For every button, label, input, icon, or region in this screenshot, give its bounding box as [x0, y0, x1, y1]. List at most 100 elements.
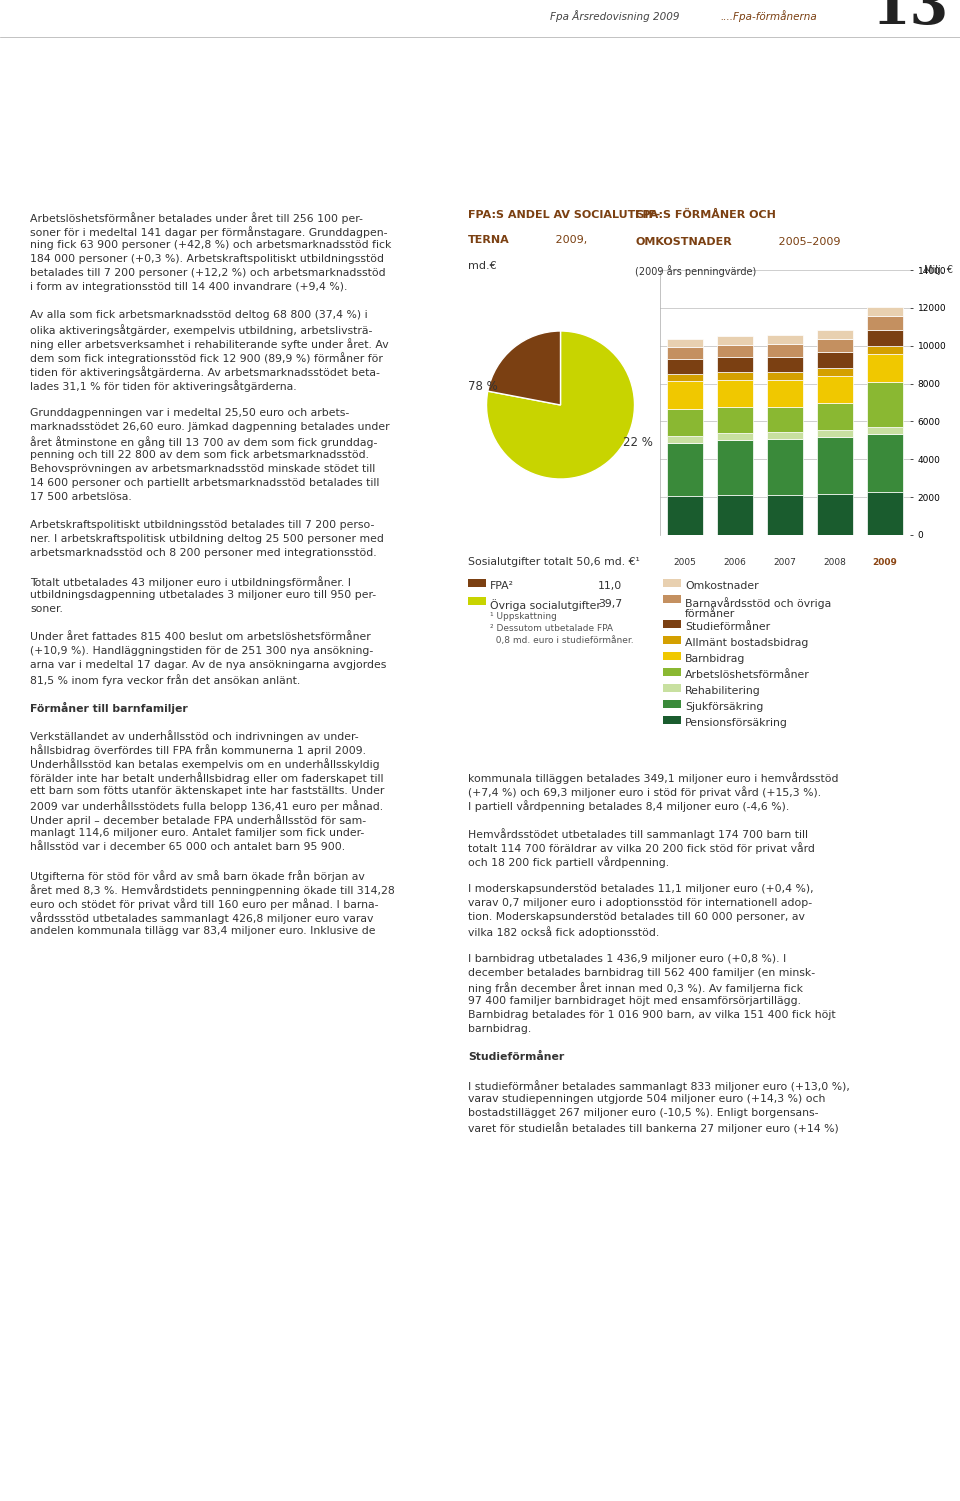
Text: förälder inte har betalt underhållsbidrag eller om faderskapet till: förälder inte har betalt underhållsbidra… [30, 772, 383, 784]
Text: I partiell vårdpenning betalades 8,4 miljoner euro (-4,6 %).: I partiell vårdpenning betalades 8,4 mil… [468, 800, 789, 812]
Bar [717, 440, 753, 495]
Bar [767, 432, 803, 438]
Bar [767, 357, 803, 372]
Bar [867, 308, 903, 317]
Bar [767, 438, 803, 495]
Text: 39,7: 39,7 [598, 599, 622, 609]
Text: 2008: 2008 [824, 558, 847, 567]
Text: Omkostnader: Omkostnader [685, 581, 758, 591]
Text: 0,8 md. euro i studieförmåner.: 0,8 md. euro i studieförmåner. [490, 636, 634, 645]
Text: Rehabilitering: Rehabilitering [685, 686, 760, 696]
Bar [767, 380, 803, 407]
Text: tion. Moderskapsunderstöd betalades till 60 000 personer, av: tion. Moderskapsunderstöd betalades till… [468, 913, 804, 922]
Text: Barnbidrag betalades för 1 016 900 barn, av vilka 151 400 fick höjt: Barnbidrag betalades för 1 016 900 barn,… [468, 1010, 835, 1021]
Text: Barnbidrag: Barnbidrag [685, 654, 745, 663]
Text: 22 %: 22 % [623, 435, 653, 449]
Text: 2007: 2007 [774, 558, 797, 567]
Text: ning eller arbetsverksamhet i rehabiliterande syfte under året. Av: ning eller arbetsverksamhet i rehabilite… [30, 338, 389, 350]
Text: dem som fick integrationsstöd fick 12 900 (89,9 %) förmåner för: dem som fick integrationsstöd fick 12 90… [30, 353, 383, 363]
Text: 2005–2009: 2005–2009 [775, 237, 840, 248]
Bar [767, 335, 803, 344]
Bar [667, 374, 703, 381]
Text: ner. I arbetskraftspolitisk utbildning deltog 25 500 personer med: ner. I arbetskraftspolitisk utbildning d… [30, 534, 384, 543]
FancyBboxPatch shape [468, 597, 486, 605]
Bar [817, 437, 853, 494]
Text: vårdssstöd utbetalades sammanlagt 426,8 miljoner euro varav: vårdssstöd utbetalades sammanlagt 426,8 … [30, 913, 373, 925]
Bar [667, 408, 703, 435]
Text: ning fick 63 900 personer (+42,8 %) och arbetsmarknadsstöd fick: ning fick 63 900 personer (+42,8 %) och … [30, 240, 392, 251]
Text: Sosialutgifter totalt 50,6 md. €¹: Sosialutgifter totalt 50,6 md. €¹ [468, 557, 639, 567]
Text: 2006: 2006 [724, 558, 747, 567]
Text: 81,5 % inom fyra veckor från det ansökan anlänt.: 81,5 % inom fyra veckor från det ansökan… [30, 674, 300, 686]
Text: Fpa Årsredovisning 2009: Fpa Årsredovisning 2009 [550, 11, 680, 23]
Bar [767, 407, 803, 432]
Text: Behovsprövningen av arbetsmarknadsstöd minskade stödet till: Behovsprövningen av arbetsmarknadsstöd m… [30, 464, 375, 474]
Text: I moderskapsunderstöd betalades 11,1 miljoner euro (+0,4 %),: I moderskapsunderstöd betalades 11,1 mil… [468, 884, 814, 895]
FancyBboxPatch shape [663, 684, 681, 692]
Text: arbetsmarknadsstöd och 8 200 personer med integrationsstöd.: arbetsmarknadsstöd och 8 200 personer me… [30, 548, 376, 558]
FancyBboxPatch shape [663, 668, 681, 675]
Text: FPA:S ANDEL AV SOCIALUTGIF-: FPA:S ANDEL AV SOCIALUTGIF- [468, 210, 660, 221]
FancyBboxPatch shape [663, 699, 681, 708]
Bar [867, 345, 903, 354]
Bar [667, 381, 703, 408]
Text: Barnavårdsstöd och övriga: Barnavårdsstöd och övriga [685, 597, 831, 609]
Text: md.€: md.€ [468, 261, 496, 272]
Bar [817, 368, 853, 375]
Wedge shape [488, 332, 561, 405]
Text: 184 000 personer (+0,3 %). Arbetskraftspolitiskt utbildningsstöd: 184 000 personer (+0,3 %). Arbetskraftsp… [30, 254, 384, 264]
Text: Arbetskraftspolitiskt utbildningsstöd betalades till 7 200 perso-: Arbetskraftspolitiskt utbildningsstöd be… [30, 519, 374, 530]
Bar [867, 426, 903, 434]
Text: året med 8,3 %. Hemvårdstidets penningpenning ökade till 314,28: året med 8,3 %. Hemvårdstidets penningpe… [30, 884, 395, 896]
Bar [817, 339, 853, 353]
FancyBboxPatch shape [663, 620, 681, 627]
Text: Av alla som fick arbetsmarknadsstöd deltog 68 800 (37,4 %) i: Av alla som fick arbetsmarknadsstöd delt… [30, 311, 368, 320]
Text: totalt 114 700 föräldrar av vilka 20 200 fick stöd för privat vård: totalt 114 700 föräldrar av vilka 20 200… [468, 842, 815, 854]
FancyBboxPatch shape [663, 716, 681, 723]
Text: 2009,: 2009, [552, 236, 588, 245]
Text: Milj. €: Milj. € [924, 266, 953, 275]
Bar [717, 357, 753, 372]
FancyBboxPatch shape [663, 636, 681, 644]
Bar [717, 380, 753, 407]
Text: Pensionsförsäkring: Pensionsförsäkring [685, 717, 788, 728]
Text: Studieförmåner: Studieförmåner [468, 1052, 564, 1063]
FancyBboxPatch shape [663, 651, 681, 660]
Bar [817, 494, 853, 534]
Text: Grunddagpenningen var i medeltal 25,50 euro och arbets-: Grunddagpenningen var i medeltal 25,50 e… [30, 408, 349, 417]
Text: ning från december året innan med 0,3 %). Av familjerna fick: ning från december året innan med 0,3 %)… [468, 982, 803, 994]
Text: förmåner: förmåner [685, 609, 735, 618]
Text: (2009 års penningvärde): (2009 års penningvärde) [635, 266, 756, 278]
Text: Sjukförsäkring: Sjukförsäkring [685, 702, 763, 711]
Text: penning och till 22 800 av dem som fick arbetsmarknadsstöd.: penning och till 22 800 av dem som fick … [30, 450, 369, 459]
Text: varav studiepenningen utgjorde 504 miljoner euro (+14,3 %) och: varav studiepenningen utgjorde 504 miljo… [468, 1094, 826, 1105]
Bar [717, 336, 753, 345]
Text: lades 31,1 % för tiden för aktiveringsåtgärderna.: lades 31,1 % för tiden för aktiveringsåt… [30, 380, 297, 392]
Bar [867, 434, 903, 492]
FancyBboxPatch shape [468, 579, 486, 587]
Text: marknadsstödet 26,60 euro. Jämkad dagpenning betalades under: marknadsstödet 26,60 euro. Jämkad dagpen… [30, 422, 390, 432]
Text: ² Dessutom utbetalade FPA: ² Dessutom utbetalade FPA [490, 624, 613, 633]
Bar [667, 339, 703, 347]
Text: ett barn som fötts utanför äktenskapet inte har fastställts. Under: ett barn som fötts utanför äktenskapet i… [30, 787, 384, 796]
Text: varet för studielån betalades till bankerna 27 miljoner euro (+14 %): varet för studielån betalades till banke… [468, 1123, 839, 1133]
Bar [867, 354, 903, 383]
Text: Underhållsstöd kan betalas exempelvis om en underhållsskyldig: Underhållsstöd kan betalas exempelvis om… [30, 758, 379, 770]
Bar [717, 372, 753, 380]
Bar [667, 435, 703, 443]
Text: bostadstillägget 267 miljoner euro (-10,5 %). Enligt borgensans-: bostadstillägget 267 miljoner euro (-10,… [468, 1108, 819, 1118]
Text: barnbidrag.: barnbidrag. [468, 1024, 531, 1034]
Bar [817, 375, 853, 404]
Text: I studieförmåner betalades sammanlagt 833 miljoner euro (+13,0 %),: I studieförmåner betalades sammanlagt 83… [468, 1081, 850, 1091]
Text: Arbetslöshetsförmåner betalades under året till 256 100 per-: Arbetslöshetsförmåner betalades under år… [30, 212, 363, 224]
Text: I barnbidrag utbetalades 1 436,9 miljoner euro (+0,8 %). I: I barnbidrag utbetalades 1 436,9 miljone… [468, 955, 786, 964]
Wedge shape [487, 332, 635, 479]
FancyBboxPatch shape [663, 579, 681, 587]
Bar [717, 432, 753, 440]
Text: soner för i medeltal 141 dagar per förmånstagare. Grunddagpen-: soner för i medeltal 141 dagar per förmå… [30, 227, 388, 237]
Bar [717, 407, 753, 432]
Text: 97 400 familjer barnbidraget höjt med ensamförsörjartillägg.: 97 400 familjer barnbidraget höjt med en… [468, 997, 801, 1006]
Text: Övriga socialutgifter: Övriga socialutgifter [490, 599, 601, 611]
Text: Under april – december betalade FPA underhållsstöd för sam-: Under april – december betalade FPA unde… [30, 814, 366, 826]
Text: hållsbidrag överfördes till FPA från kommunerna 1 april 2009.: hållsbidrag överfördes till FPA från kom… [30, 744, 366, 757]
